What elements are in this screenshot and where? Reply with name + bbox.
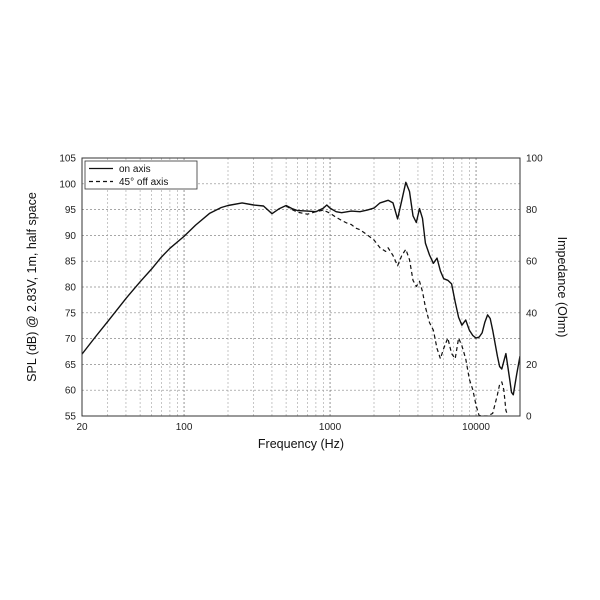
legend-label-off-axis: 45° off axis [119, 177, 168, 188]
x-tick-label: 1000 [319, 422, 342, 433]
y2-tick-label: 0 [526, 412, 532, 423]
grid [82, 157, 520, 417]
y-axis-title: SPL (dB) @ 2.83V, 1m, half space [25, 192, 39, 382]
y2-tick-label: 20 [526, 360, 538, 371]
y-tick-label: 60 [65, 386, 77, 397]
legend-label-on-axis: on axis [119, 164, 151, 175]
y2-axis-title: Impedance (Ohm) [555, 237, 569, 338]
y2-tick-label: 80 [526, 205, 538, 216]
y2-tick-label: 100 [526, 154, 543, 165]
series-line-on-axis [82, 181, 520, 396]
y2-tick-label: 40 [526, 308, 538, 319]
y-tick-label: 105 [59, 154, 76, 165]
y2-tick-label: 60 [526, 257, 538, 268]
y-tick-label: 90 [65, 231, 77, 242]
y-tick-label: 95 [65, 205, 77, 216]
tick-labels: 55 60 65 70 75 80 85 90 95 100 105 0 20 40 60 80 100 20 10… [59, 154, 543, 434]
y-tick-label: 65 [65, 360, 77, 371]
legend-box [84, 160, 198, 190]
y-tick-label: 75 [65, 308, 77, 319]
legend: on axis 45° off axis [84, 160, 198, 190]
x-axis-title: Frequency (Hz) [258, 437, 344, 451]
y-tick-label: 55 [65, 412, 77, 423]
x-tick-label: 10000 [462, 422, 490, 433]
y-tick-label: 70 [65, 334, 77, 345]
y-tick-label: 80 [65, 283, 77, 294]
plot-border [81, 157, 521, 417]
y-tick-label: 85 [65, 257, 77, 268]
x-tick-label: 100 [176, 422, 193, 433]
x-tick-label: 20 [76, 422, 88, 433]
y-tick-label: 100 [59, 179, 76, 190]
